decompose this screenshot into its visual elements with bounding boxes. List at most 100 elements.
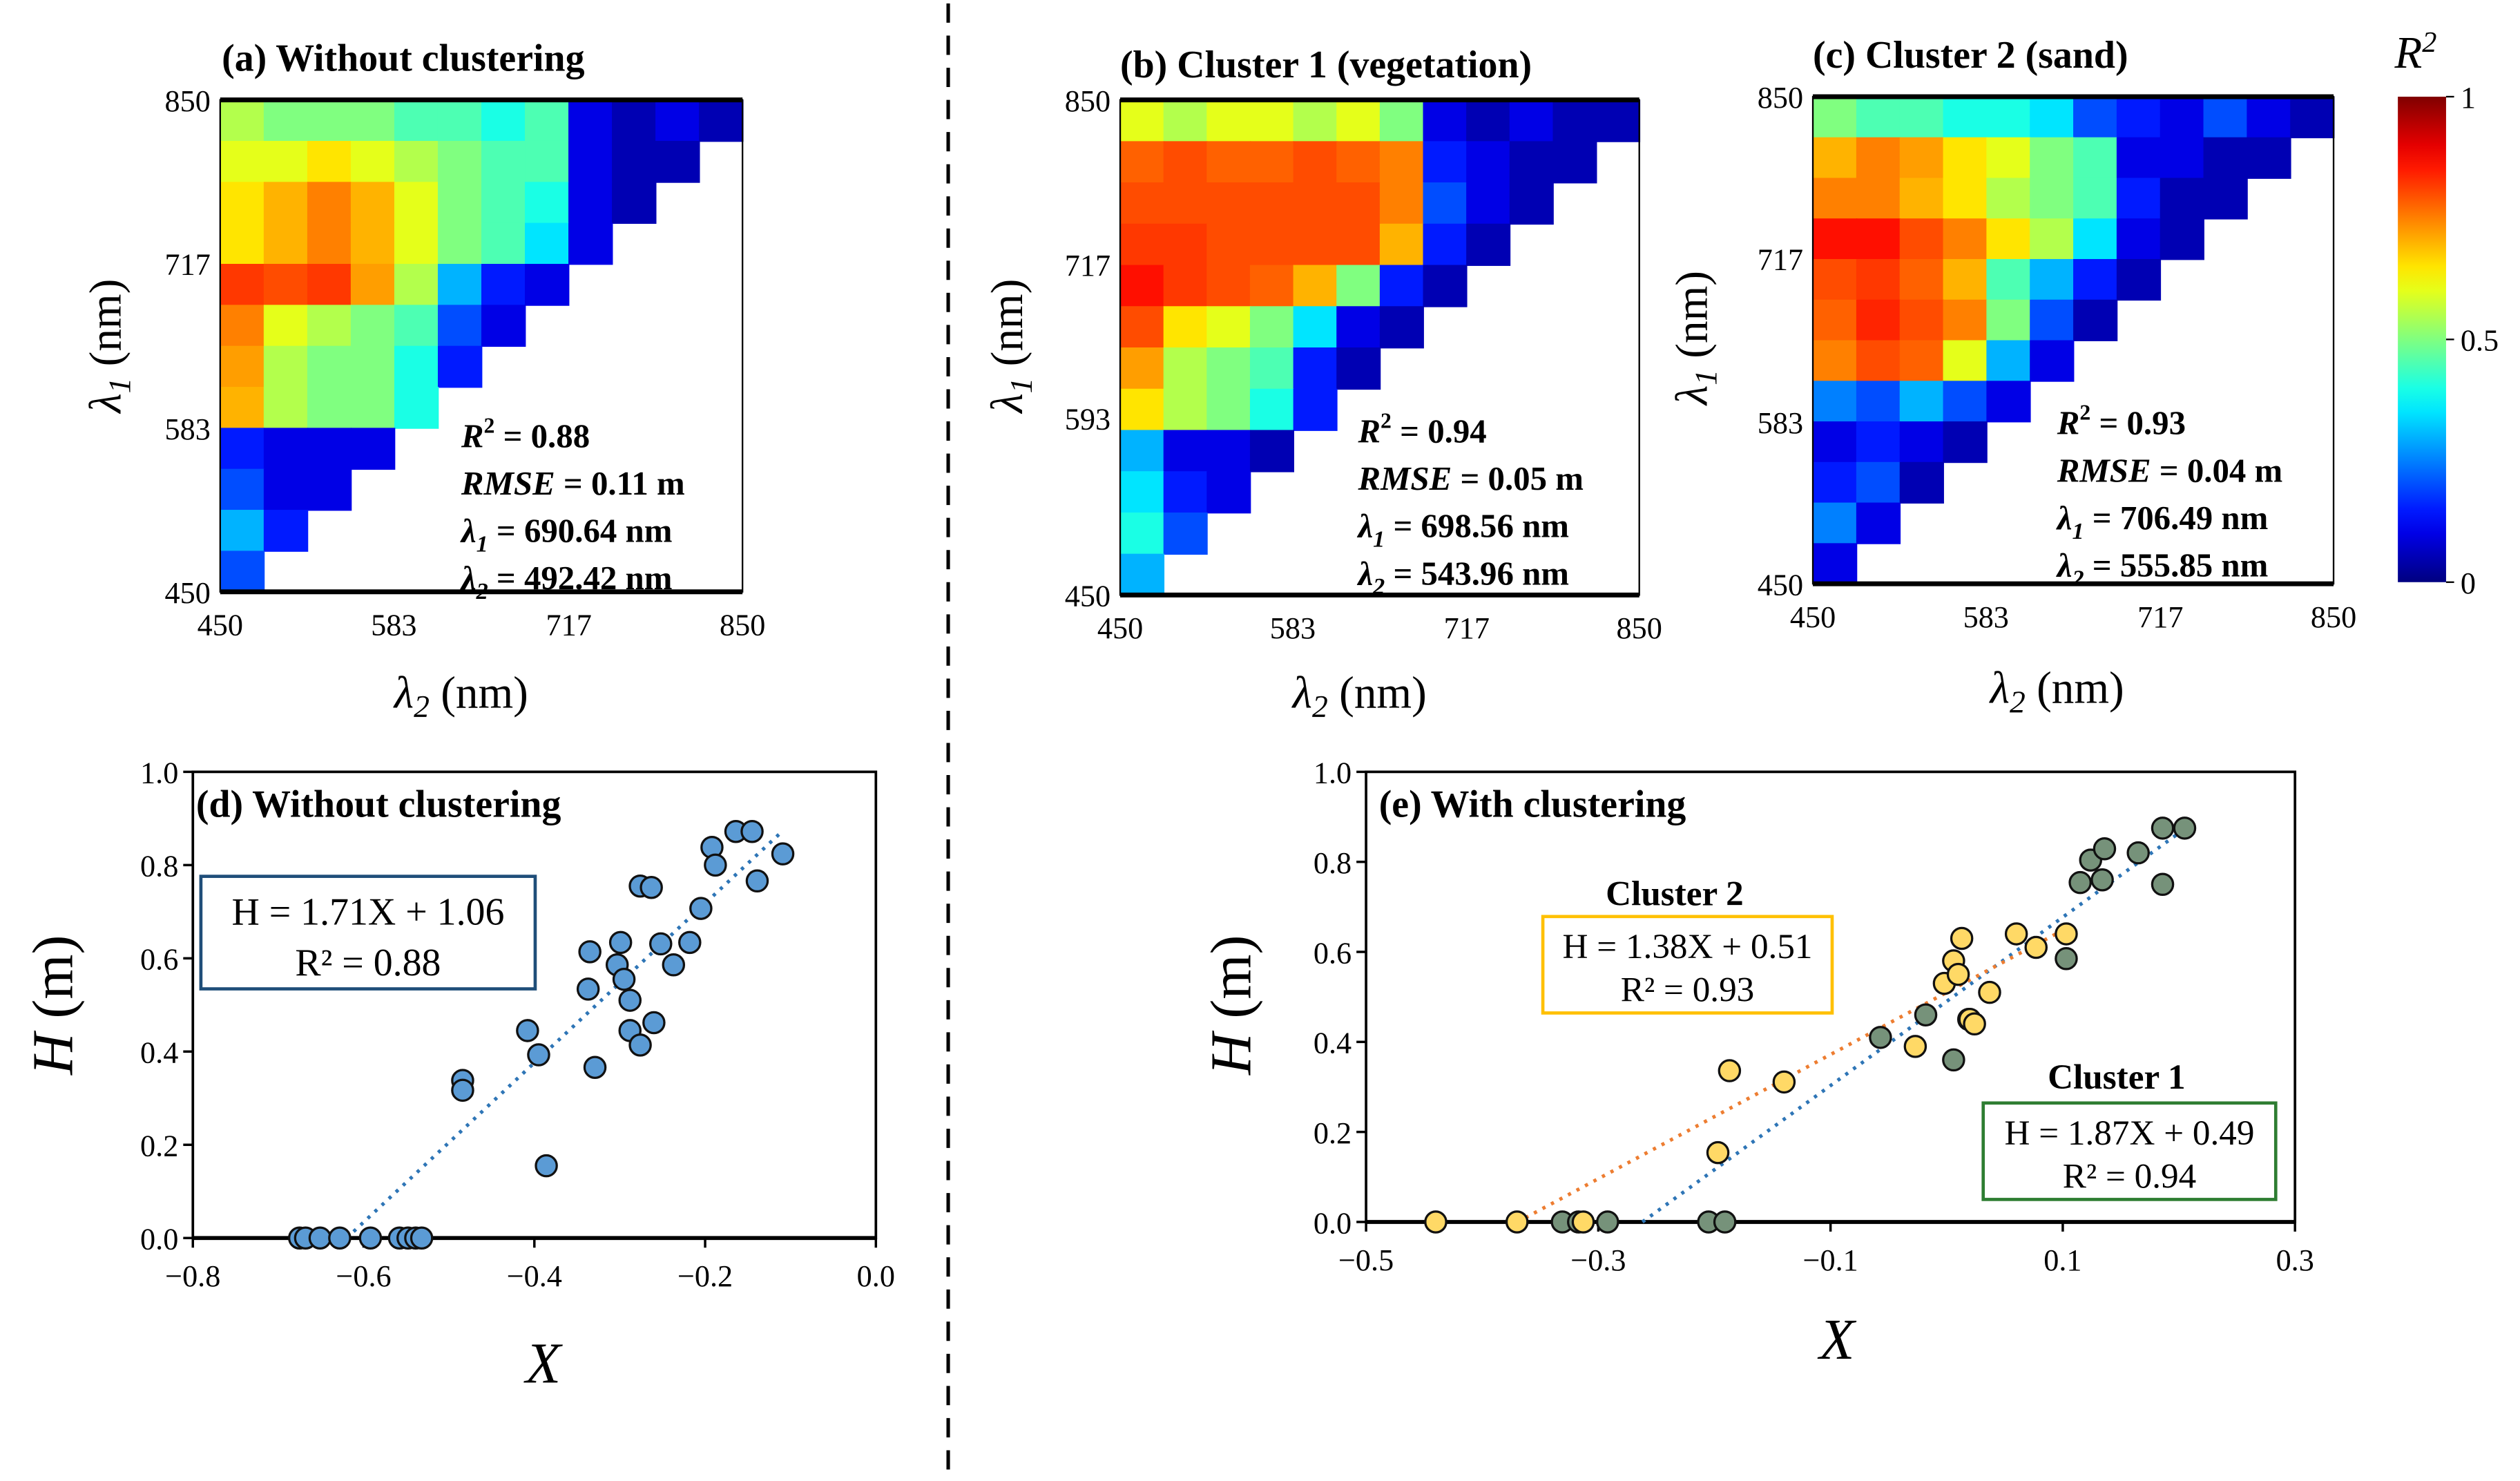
heatmap-cell xyxy=(220,263,265,306)
data-point xyxy=(2055,947,2078,971)
heatmap-cell xyxy=(1163,471,1208,514)
y-tick-label: 717 xyxy=(1065,249,1110,283)
subscript: 2 xyxy=(476,579,488,604)
data-point xyxy=(1914,1003,1938,1027)
heatmap-cell xyxy=(1293,141,1338,184)
label-text: (nm) xyxy=(1667,271,1717,370)
subscript: 1 xyxy=(102,378,137,394)
y-tick-label: 0.6 xyxy=(140,943,178,977)
y-axis-label: H (m) xyxy=(21,935,86,1076)
heatmap-cell xyxy=(1206,265,1251,307)
x-tick-label: 0.0 xyxy=(857,1259,895,1293)
heatmap-cell xyxy=(1856,502,1901,544)
x-tick-label: −0.2 xyxy=(677,1259,733,1293)
heatmap-cell xyxy=(350,182,396,224)
label-text: = 0.11 m xyxy=(555,464,685,502)
heatmap-cell xyxy=(1336,265,1381,307)
heatmap-cell xyxy=(2290,96,2335,139)
heatmap-cell xyxy=(612,99,657,142)
heatmap-cell xyxy=(1379,223,1424,266)
heatmap-cell xyxy=(1293,388,1338,431)
symbol: λ xyxy=(1291,668,1312,718)
y-tick-label: 0.0 xyxy=(140,1223,178,1257)
heatmap-cell xyxy=(1120,388,1165,431)
heatmap-cell xyxy=(1856,96,1901,139)
heatmap-cell xyxy=(1813,259,1858,301)
heatmap-cell xyxy=(1813,381,1858,423)
heatmap-cell xyxy=(1856,340,1901,382)
heatmap-cell xyxy=(1596,99,1641,142)
heatmap-cell xyxy=(263,510,309,552)
data-point xyxy=(612,967,636,991)
heatmap-cell xyxy=(307,387,352,429)
subscript: 2 xyxy=(2071,566,2084,592)
heatmap-cell xyxy=(612,182,657,224)
heatmap-cell xyxy=(350,222,396,265)
symbol: R xyxy=(2057,404,2080,442)
heatmap-cell xyxy=(2160,96,2204,139)
fit-line xyxy=(345,830,784,1240)
heatmap-cell xyxy=(1986,381,2031,423)
y-axis-label-group: λ1 (nm) xyxy=(81,279,137,414)
heatmap-cell xyxy=(655,140,700,183)
heatmap-cell xyxy=(1423,265,1468,307)
plot-frame xyxy=(191,770,878,1240)
symbol: λ xyxy=(983,393,1032,414)
heatmap-cell xyxy=(1943,137,1988,179)
heatmap-cell xyxy=(1249,141,1294,184)
heatmap-cell xyxy=(394,99,439,142)
heatmap-cell xyxy=(1293,265,1338,307)
y-axis-label: λ1 (nm) xyxy=(81,279,137,414)
heatmap-cell xyxy=(568,182,613,224)
heatmap-cell xyxy=(1379,306,1424,349)
subscript: 1 xyxy=(2072,519,2084,544)
regression-equation: H = 1.71X + 1.06 xyxy=(231,891,504,934)
heatmap-cell xyxy=(1120,182,1165,225)
heatmap-cell xyxy=(2203,137,2248,179)
heatmap-cell xyxy=(1206,99,1251,142)
heatmap-cell xyxy=(350,345,396,388)
data-point xyxy=(1713,1210,1737,1234)
data-point xyxy=(1424,1210,1447,1234)
heatmap-cell xyxy=(350,140,396,183)
label-text: = 543.96 nm xyxy=(1385,554,1569,592)
subscript: 1 xyxy=(477,532,488,557)
data-point xyxy=(628,1033,652,1057)
data-point xyxy=(608,930,633,955)
heatmap-cell xyxy=(437,182,483,224)
data-point xyxy=(410,1226,434,1250)
heatmap-cell xyxy=(263,140,309,183)
x-tick-label: 717 xyxy=(546,609,592,642)
x-tick-label: 0.1 xyxy=(2043,1243,2081,1277)
stat-line: R2 = 0.88 xyxy=(461,413,590,455)
heatmap-cell xyxy=(2247,96,2291,139)
x-tick-label: 850 xyxy=(1617,611,1662,645)
label-text: = 0.05 m xyxy=(1452,459,1584,497)
heatmap-cell xyxy=(307,99,352,142)
heatmap-cell xyxy=(220,222,265,265)
heatmap-cell xyxy=(263,305,309,347)
heatmap-cell xyxy=(2116,259,2162,301)
x-tick-label: 717 xyxy=(1444,611,1490,645)
stat-line: λ1 = 690.64 nm xyxy=(460,512,673,557)
x-tick-label: 583 xyxy=(1963,600,2009,634)
r-squared-label: R² = 0.94 xyxy=(2063,1157,2197,1196)
heatmap-cell xyxy=(1509,141,1554,184)
symbol: RMSE xyxy=(1357,459,1452,497)
heatmap-cell xyxy=(1423,223,1468,266)
heatmap-cell xyxy=(350,99,396,142)
label-text: = 0.93 xyxy=(2090,404,2186,442)
x-tick-label: 850 xyxy=(2311,600,2356,634)
x-axis-label: λ2 (nm) xyxy=(1291,668,1427,724)
heatmap-cell xyxy=(1943,299,1988,341)
heatmap-cell xyxy=(1899,421,1944,464)
heatmap-cell xyxy=(220,428,265,470)
symbol: λ xyxy=(81,393,131,414)
heatmap-cell xyxy=(394,345,439,388)
heatmap-cell xyxy=(2030,259,2075,301)
data-point xyxy=(2093,837,2117,861)
heatmap-cell xyxy=(1293,99,1338,142)
heatmap-cell xyxy=(1986,299,2031,341)
heatmap-cell xyxy=(525,140,570,183)
heatmap-cell xyxy=(1899,218,1944,260)
